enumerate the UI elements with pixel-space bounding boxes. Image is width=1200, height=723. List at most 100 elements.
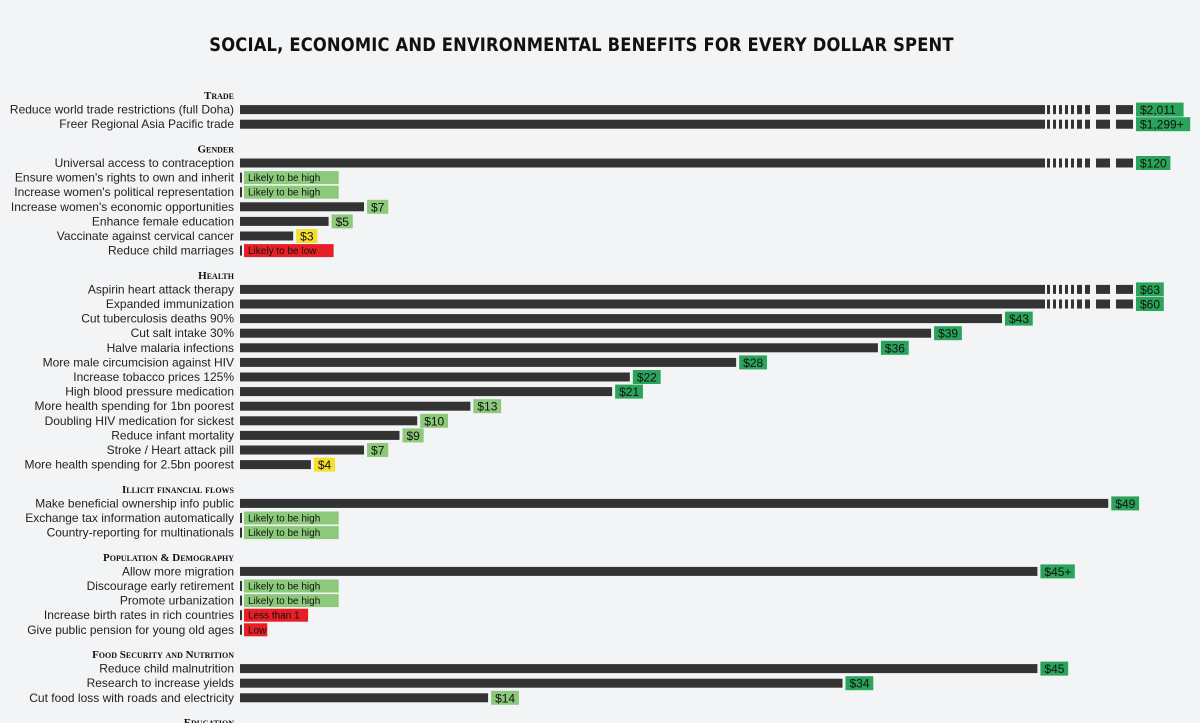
value-label-discourage-early-retirement: Likely to be high [248, 582, 320, 593]
value-label-reduce-infant-mortality: $9 [406, 429, 420, 443]
value-badge-universal-access-to-contraception [1136, 156, 1171, 170]
bar-research-to-increase-yields [240, 678, 843, 688]
bar-cut-salt-intake-30 [240, 328, 932, 338]
bar-stroke-heart-attack-pill [240, 445, 365, 455]
bar-more-health-spending-for-1bn-poorest [240, 401, 471, 411]
value-badge-make-beneficial-ownership-info-public [1111, 496, 1140, 511]
bar-break-mark [1085, 158, 1090, 168]
value-label-research-to-increase-yields: $34 [849, 677, 869, 691]
value-label-allow-more-migration: $45+ [1044, 565, 1071, 579]
value-label-doubling-hiv-medication-for-sickest: $10 [424, 414, 444, 428]
bar-break-mark [1059, 284, 1062, 294]
value-label-cut-tuberculosis-deaths-90: $43 [1009, 312, 1029, 326]
value-badge-cut-food-loss-with-roads-and-electricity [491, 690, 519, 705]
row-label-reduce-world-trade-restrictions-full-doh: Reduce world trade restrictions (full Do… [10, 103, 234, 117]
value-label-enhance-female-education: $5 [336, 215, 350, 229]
value-badge-aspirin-heart-attack-therapy [1136, 282, 1164, 297]
value-label-increase-birth-rates-in-rich-countries: Less than 1 [248, 611, 300, 622]
bar-aspirin-heart-attack-therapy [240, 284, 1045, 294]
value-badge-discourage-early-retirement [244, 579, 339, 593]
bar-break-mark [1047, 119, 1050, 129]
bar-break-mark [1077, 105, 1082, 115]
value-badge-research-to-increase-yields [845, 676, 874, 691]
bar-freer-regional-asia-pacific-trade [240, 119, 1045, 129]
value-label-more-health-spending-for-2-5bn-poorest: $4 [318, 458, 332, 472]
bar-enhance-female-education [240, 216, 329, 226]
bar-doubling-hiv-medication-for-sickest [240, 416, 418, 426]
section-label-education: Education [184, 717, 235, 723]
bar-break-mark [1047, 284, 1050, 294]
value-badge-promote-urbanization [244, 594, 339, 608]
bar-cut-food-loss-with-roads-and-electricity [240, 693, 489, 703]
value-label-aspirin-heart-attack-therapy: $63 [1140, 283, 1160, 297]
value-badge-exchange-tax-information-automatically [244, 511, 339, 525]
bar-break-mark [1116, 284, 1133, 294]
value-label-reduce-world-trade-restrictions-full-doh: $2,011 [1140, 103, 1176, 117]
bar-allow-more-migration [240, 566, 1038, 576]
value-badge-reduce-world-trade-restrictions-full-doh [1136, 102, 1184, 117]
bar-universal-access-to-contraception [240, 158, 1045, 168]
row-label-stroke-heart-attack-pill: Stroke / Heart attack pill [107, 443, 234, 457]
bar-break-mark [1096, 299, 1110, 309]
section-label-health: Health [198, 270, 235, 282]
value-label-reduce-child-marriages: Likely to be low [248, 246, 317, 257]
row-label-expanded-immunization: Expanded immunization [106, 297, 234, 311]
bar-break-mark [1053, 284, 1056, 294]
value-label-exchange-tax-information-automatically: Likely to be high [248, 514, 320, 525]
zero-tick-discourage-early-retirement [240, 581, 242, 591]
value-badge-country-reporting-for-multinationals [244, 526, 339, 540]
value-label-cut-salt-intake-30: $39 [938, 327, 958, 341]
bar-more-male-circumcision-against-hiv [240, 357, 737, 367]
bar-break-mark [1053, 105, 1056, 115]
bar-break-mark [1071, 119, 1074, 129]
value-label-give-public-pension-for-young-old-ages: Low [248, 625, 267, 636]
row-label-exchange-tax-information-automatically: Exchange tax information automatically [25, 511, 234, 525]
value-label-stroke-heart-attack-pill: $7 [371, 444, 385, 458]
row-label-more-male-circumcision-against-hiv: More male circumcision against HIV [43, 355, 234, 369]
value-label-cut-food-loss-with-roads-and-electricity: $14 [495, 691, 515, 705]
zero-tick-exchange-tax-information-automatically [240, 513, 242, 523]
row-label-increase-women-s-economic-opportunities: Increase women's economic opportunities [11, 200, 234, 214]
section-label-population-demography: Population & Demography [103, 552, 234, 564]
zero-tick-increase-birth-rates-in-rich-countries [240, 610, 242, 621]
value-badge-more-health-spending-for-1bn-poorest [473, 399, 502, 414]
bar-break-mark [1071, 299, 1074, 309]
value-badge-high-blood-pressure-medication [615, 384, 643, 399]
row-label-allow-more-migration: Allow more migration [122, 564, 234, 578]
value-badge-enhance-female-education [331, 214, 353, 229]
row-label-cut-food-loss-with-roads-and-electricity: Cut food loss with roads and electricity [29, 691, 234, 705]
bar-break-mark [1071, 284, 1074, 294]
bar-reduce-child-malnutrition [240, 664, 1038, 674]
value-label-high-blood-pressure-medication: $21 [619, 385, 639, 399]
row-label-ensure-women-s-rights-to-own-and-inherit: Ensure women's rights to own and inherit [15, 171, 235, 185]
value-label-more-male-circumcision-against-hiv: $28 [743, 356, 763, 370]
value-badge-freer-regional-asia-pacific-trade [1136, 117, 1191, 132]
row-label-research-to-increase-yields: Research to increase yields [87, 676, 234, 690]
bar-break-mark [1065, 158, 1068, 168]
bar-break-mark [1053, 299, 1056, 309]
row-label-enhance-female-education: Enhance female education [92, 214, 234, 228]
zero-tick-ensure-women-s-rights-to-own-and-inherit [240, 172, 242, 183]
bar-break-mark [1071, 158, 1074, 168]
bar-break-mark [1047, 158, 1050, 168]
value-label-more-health-spending-for-1bn-poorest: $13 [477, 400, 497, 414]
bar-break-mark [1077, 158, 1082, 168]
bar-break-mark [1059, 105, 1062, 115]
row-label-country-reporting-for-multinationals: Country-reporting for multinationals [47, 526, 234, 540]
value-badge-cut-salt-intake-30 [934, 326, 962, 341]
bar-cut-tuberculosis-deaths-90 [240, 314, 1002, 324]
zero-tick-promote-urbanization [240, 595, 242, 606]
value-badge-stroke-heart-attack-pill [367, 443, 389, 457]
row-label-reduce-child-marriages: Reduce child marriages [108, 244, 234, 258]
row-label-reduce-infant-mortality: Reduce infant mortality [111, 428, 234, 442]
bar-break-mark [1116, 299, 1133, 309]
section-label-illicit-financial-flows: Illicit financial flows [122, 484, 235, 496]
bar-break-mark [1085, 105, 1090, 115]
row-label-make-beneficial-ownership-info-public: Make beneficial ownership info public [35, 496, 234, 510]
row-label-doubling-hiv-medication-for-sickest: Doubling HIV medication for sickest [45, 414, 235, 428]
chart-title: SOCIAL, ECONOMIC AND ENVIRONMENTAL BENEF… [209, 34, 954, 56]
row-label-universal-access-to-contraception: Universal access to contraception [55, 156, 234, 170]
value-label-vaccinate-against-cervical-cancer: $3 [300, 230, 314, 244]
value-badge-increase-birth-rates-in-rich-countries [244, 608, 309, 622]
